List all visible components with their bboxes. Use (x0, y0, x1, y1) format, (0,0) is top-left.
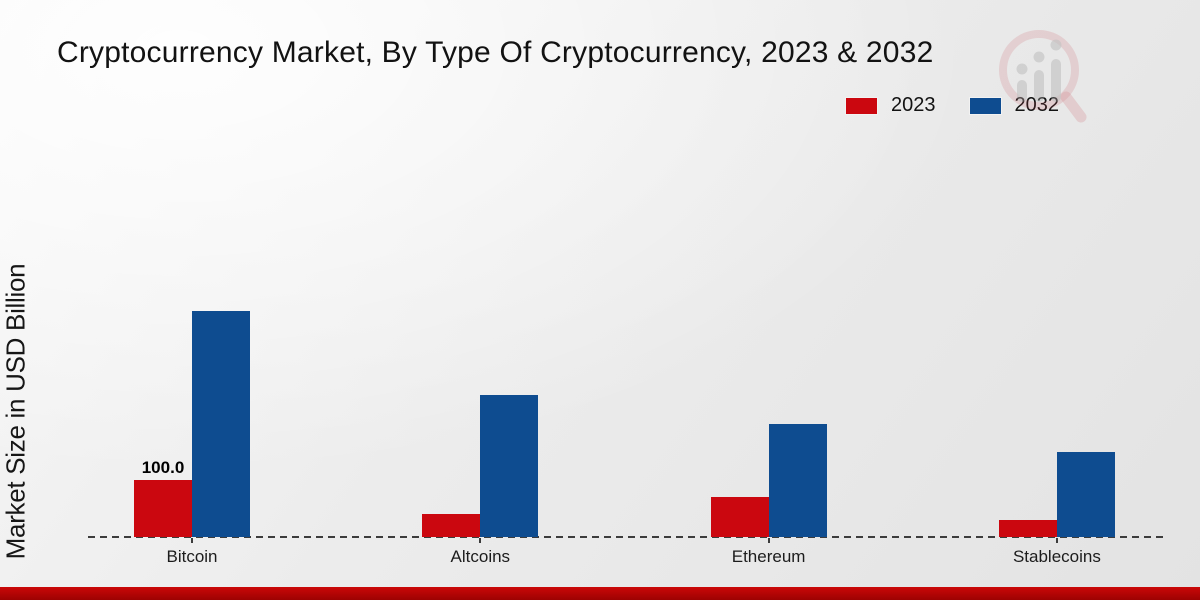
footer-accent-bar (0, 587, 1200, 600)
x-axis-tick (479, 538, 482, 543)
category-label-ethereum: Ethereum (731, 547, 806, 566)
bar-2032-altcoins (480, 395, 539, 537)
legend-item-2023: 2023 (845, 94, 936, 117)
x-axis-baseline (88, 536, 1163, 538)
x-axis-tick (767, 538, 770, 543)
legend-item-2032: 2032 (968, 94, 1060, 117)
magnifier-chart-watermark-icon (999, 30, 1087, 123)
category-label-bitcoin: Bitcoin (166, 547, 218, 566)
bar-2032-ethereum (768, 424, 827, 537)
legend-label-2032: 2032 (1014, 94, 1060, 116)
bar-value-label: 100.0 (141, 458, 185, 477)
legend-label-2023: 2023 (891, 94, 936, 116)
bar-2023-altcoins (422, 514, 481, 537)
bar-2023-stablecoins (998, 520, 1057, 537)
legend-swatch-2032-icon (968, 96, 1002, 115)
bar-2023-ethereum (710, 497, 769, 537)
x-axis-tick (1055, 538, 1058, 543)
bar-2032-stablecoins (1056, 452, 1115, 537)
bar-2032-bitcoin (192, 311, 250, 537)
legend: 2023 2032 (845, 94, 1059, 117)
bar-2023-bitcoin (134, 480, 192, 537)
category-label-altcoins: Altcoins (450, 547, 511, 566)
page-title: Cryptocurrency Market, By Type Of Crypto… (57, 36, 934, 69)
x-axis-tick (191, 538, 193, 543)
category-label-stablecoins: Stablecoins (1012, 547, 1101, 566)
legend-swatch-2023-icon (845, 96, 878, 115)
